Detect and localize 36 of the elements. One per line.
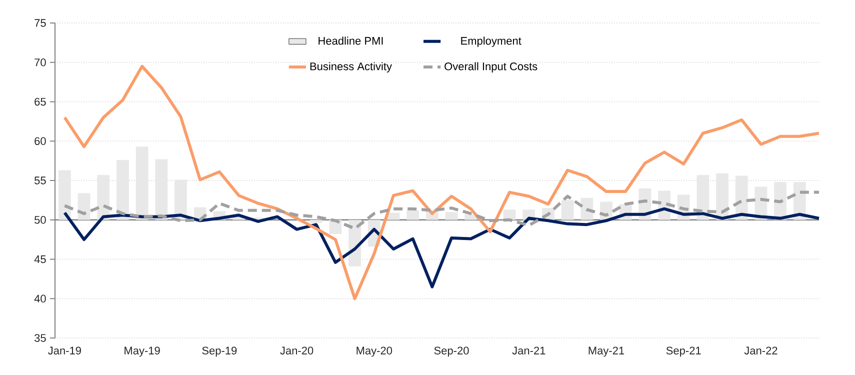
bar: [387, 212, 400, 220]
x-tick-label: May-20: [356, 346, 392, 357]
legend-label: Business Activity: [310, 62, 392, 72]
x-tick-label: Jan-22: [744, 346, 778, 354]
bar: [78, 193, 90, 220]
y-tick-label: 70: [34, 58, 46, 66]
bar: [174, 180, 187, 220]
bar: [310, 220, 322, 224]
bar: [136, 146, 148, 220]
legend-label: Employment: [461, 36, 522, 47]
y-tick-label: 50: [34, 216, 46, 224]
bar: [561, 200, 574, 220]
bar: [406, 210, 420, 220]
y-tick-label: 75: [34, 19, 46, 27]
bar: [445, 212, 458, 220]
x-tick-label: Sep-21: [666, 346, 701, 357]
y-tick-label: 45: [34, 255, 46, 264]
line-series: [63, 207, 820, 288]
bar: [116, 160, 129, 220]
x-tick-label: Sep-19: [202, 346, 237, 357]
x-tick-label: May-21: [588, 346, 624, 357]
x-tick-label: Sep-20: [434, 346, 469, 357]
bar: [97, 174, 110, 220]
legend-label: Overall Input Costs: [444, 62, 538, 72]
bar: [58, 170, 71, 220]
legend-label: Headline PMI: [318, 36, 383, 45]
x-tick-label: Jan-19: [48, 346, 81, 354]
bar: [155, 159, 168, 220]
y-tick-label: 65: [34, 98, 46, 106]
x-tick-label: Jan-20: [280, 346, 314, 354]
y-tick-label: 35: [34, 334, 46, 342]
x-tick-label: May-19: [124, 346, 160, 357]
x-tick-label: Jan-21: [512, 346, 546, 354]
y-tick-label: 55: [34, 176, 46, 184]
y-tick-label: 60: [34, 137, 46, 146]
y-tick-label: 40: [34, 294, 46, 303]
